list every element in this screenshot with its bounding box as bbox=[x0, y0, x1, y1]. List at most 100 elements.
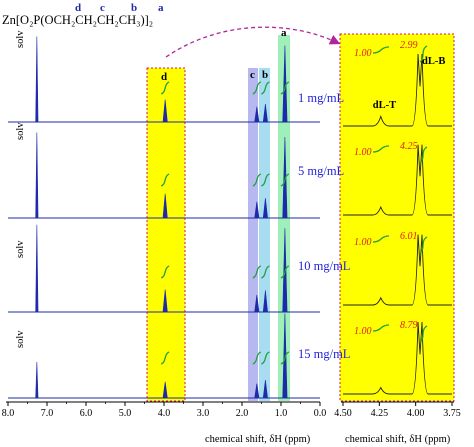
main-tick-label: 3.0 bbox=[197, 408, 210, 419]
zoom-spectrum-2: 1.00 4.25 bbox=[343, 141, 452, 216]
peak-b bbox=[262, 103, 268, 123]
zoom-trace bbox=[343, 234, 452, 306]
formula-letter-b: b bbox=[131, 2, 137, 14]
concentration-label: 15 mg/mL bbox=[298, 347, 350, 361]
integral-dLB: 4.25 bbox=[400, 141, 418, 152]
solvent-label: solv bbox=[15, 240, 26, 258]
peak-b bbox=[262, 290, 268, 313]
band-label-c: c bbox=[250, 69, 255, 81]
integral-curve bbox=[280, 81, 290, 95]
solvent-label: solv bbox=[15, 330, 26, 348]
solvent-label: solv bbox=[15, 30, 26, 48]
integral-curve-dLB bbox=[419, 146, 428, 164]
peak-solv bbox=[35, 132, 39, 219]
band-b bbox=[259, 68, 270, 401]
peak-d bbox=[162, 193, 168, 219]
integral-dLT: 1.00 bbox=[354, 326, 372, 337]
zoom-tick-label: 4.00 bbox=[407, 408, 425, 419]
integral-curve bbox=[160, 351, 170, 365]
integral-dLT: 1.00 bbox=[354, 147, 372, 158]
peak-b bbox=[262, 198, 268, 219]
main-x-axis: 8.0 7.0 6.0 5.0 4.0 3.0 2.0 1.0 0.0 bbox=[2, 401, 327, 419]
formula-letter-c: c bbox=[100, 2, 105, 14]
zoom-panel-background bbox=[340, 34, 454, 401]
integral-curve-dLT bbox=[372, 46, 390, 54]
integral-dLB: 8.79 bbox=[400, 320, 418, 331]
zoom-trace bbox=[343, 53, 452, 127]
peak-solv bbox=[35, 36, 39, 123]
main-tick-label: 0.0 bbox=[314, 408, 327, 419]
integral-curve bbox=[261, 265, 270, 279]
zoom-tick-label: 4.50 bbox=[334, 408, 352, 419]
spectrum-4: solv 15 mg/mL bbox=[8, 313, 350, 399]
integral-curve bbox=[280, 265, 290, 279]
main-tick-label: 6.0 bbox=[80, 408, 93, 419]
integral-curve bbox=[252, 173, 262, 187]
main-tick-label: 1.0 bbox=[275, 408, 288, 419]
main-tick-label: 4.0 bbox=[158, 408, 171, 419]
band-label-a: a bbox=[281, 27, 287, 39]
main-tick-label: 8.0 bbox=[2, 408, 15, 419]
zoom-spectrum-1: 1.00 2.99 dL-T dL-B bbox=[343, 40, 452, 127]
integral-curve-dLT bbox=[372, 145, 390, 153]
concentration-label: 10 mg/mL bbox=[298, 259, 350, 273]
spectrum-3: solv 10 mg/mL bbox=[8, 224, 350, 313]
peak-c bbox=[254, 106, 260, 123]
zoom-tick-label: 3.75 bbox=[443, 408, 461, 419]
zoom-spectrum-4: 1.00 8.79 bbox=[343, 320, 452, 395]
formula-letter-d: d bbox=[75, 2, 81, 14]
peak-c bbox=[254, 383, 260, 399]
zoom-x-axis: 4.50 4.25 4.00 3.75 bbox=[334, 401, 461, 419]
integral-curve-dLB bbox=[419, 325, 428, 343]
spectrum-2: solv 5 mg/mL bbox=[8, 122, 344, 219]
spectrum-1: solv 1 mg/mL bbox=[8, 30, 344, 123]
band-d bbox=[147, 68, 185, 401]
integral-curve bbox=[252, 351, 262, 365]
integral-curve bbox=[280, 351, 290, 365]
integral-curve-dLT bbox=[372, 324, 390, 332]
solvent-label: solv bbox=[15, 122, 26, 140]
concentration-label: 1 mg/mL bbox=[298, 91, 344, 105]
formula-text: Zn[O₂P(OCH₂CH₂CH₂CH₃)]₂ bbox=[2, 13, 153, 27]
peak-solv bbox=[35, 361, 39, 399]
integral-curve bbox=[252, 265, 262, 279]
band-c bbox=[248, 68, 258, 401]
zoom-x-axis-title: chemical shift, δH (ppm) bbox=[345, 434, 451, 445]
integral-curve bbox=[280, 173, 290, 187]
main-x-axis-title: chemical shift, δH (ppm) bbox=[205, 434, 311, 445]
integral-curve bbox=[160, 81, 170, 95]
integral-curve-dLB bbox=[419, 45, 428, 63]
integral-dLT: 1.00 bbox=[354, 48, 372, 59]
integral-curve bbox=[160, 173, 170, 187]
zoom-spectrum-3: 1.00 6.01 bbox=[343, 231, 452, 306]
zoom-spectra: 1.00 2.99 dL-T dL-B 1.00 4.25 1.00 6.01 1.00 8.79 bbox=[343, 40, 452, 395]
integral-curve bbox=[261, 81, 270, 95]
integral-dLB: 2.99 bbox=[400, 40, 418, 51]
peak-d bbox=[162, 99, 168, 123]
band-d-border bbox=[146, 67, 186, 402]
integral-curve-dLT bbox=[372, 235, 390, 243]
integral-curve bbox=[261, 351, 270, 365]
zoom-trace bbox=[343, 321, 452, 395]
integral-dLB: 6.01 bbox=[400, 231, 418, 242]
peak-label-dLB: dL-B bbox=[422, 56, 445, 67]
integral-curve bbox=[160, 265, 170, 279]
integral-curve bbox=[252, 81, 262, 95]
integral-dLT: 1.00 bbox=[354, 237, 372, 248]
peak-solv bbox=[35, 224, 39, 313]
formula-letter-a: a bbox=[158, 2, 164, 14]
peak-d bbox=[162, 381, 168, 399]
peak-b bbox=[262, 379, 268, 399]
zoom-tick-label: 4.25 bbox=[371, 408, 389, 419]
integral-curve-dLB bbox=[419, 236, 428, 254]
peak-label-dLT: dL-T bbox=[373, 100, 396, 111]
integral-curve bbox=[261, 173, 270, 187]
band-label-b: b bbox=[262, 69, 268, 81]
band-label-d: d bbox=[161, 71, 167, 83]
peak-c bbox=[254, 294, 260, 313]
main-tick-label: 5.0 bbox=[119, 408, 132, 419]
zoom-arrow bbox=[165, 26, 341, 58]
zoom-trace bbox=[343, 144, 452, 216]
peak-d bbox=[162, 289, 168, 313]
